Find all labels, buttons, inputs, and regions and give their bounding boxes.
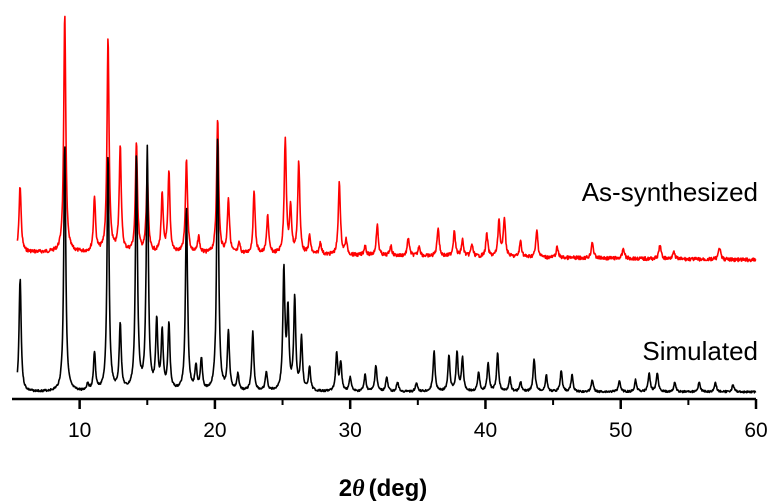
series-line-as-synthesized: [16, 15, 757, 263]
x-tick-label: 10: [68, 419, 91, 442]
series-label-as-synthesized: As-synthesized: [582, 177, 758, 207]
x-axis-ticks: 10 20 30 40 50 60: [68, 399, 768, 442]
series-layer: [16, 15, 757, 394]
series-line-simulated: [16, 138, 757, 394]
x-tick-label: 40: [474, 419, 497, 442]
x-axis-title-theta: θ: [352, 476, 365, 502]
x-tick-label: 30: [339, 419, 362, 442]
x-axis-title-unit: (deg): [369, 475, 428, 502]
x-tick-label: 60: [744, 419, 767, 442]
x-tick-label: 50: [609, 419, 632, 442]
x-axis-title-prefix: 2: [339, 475, 352, 502]
x-axis-title: 2θ (deg): [339, 475, 427, 502]
series-label-simulated: Simulated: [642, 336, 758, 366]
x-tick-label: 20: [203, 419, 226, 442]
x-axis: 10 20 30 40 50 60: [12, 397, 768, 442]
